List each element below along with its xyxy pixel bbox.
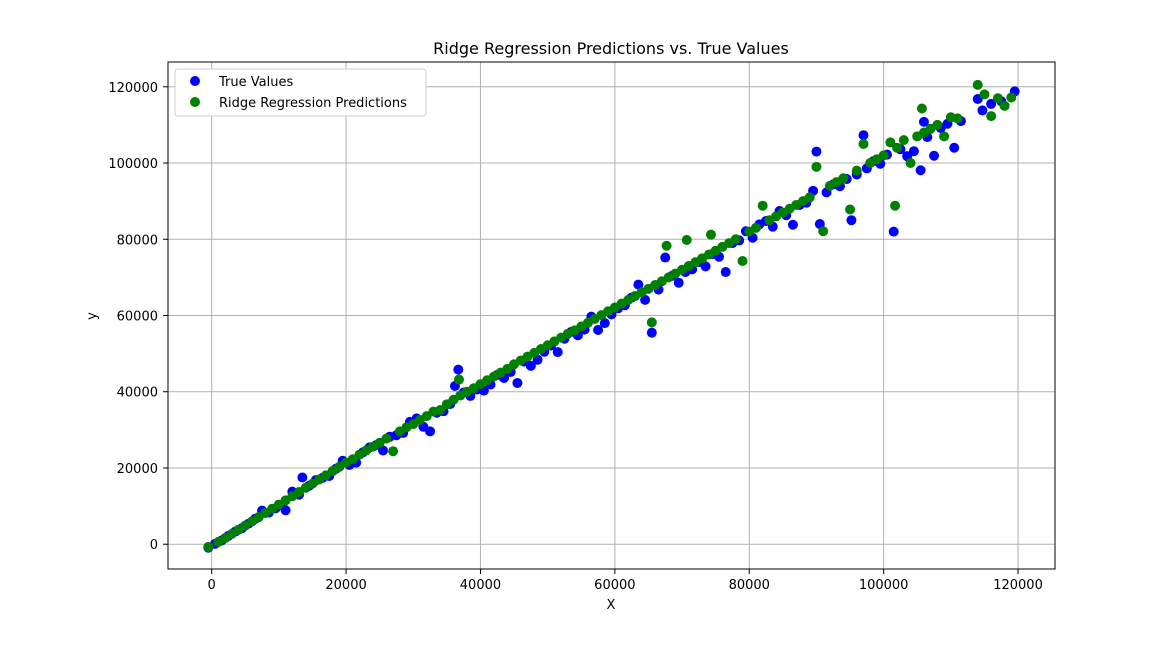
data-point [939,131,950,142]
x-tick-label: 0 [208,578,216,593]
data-point [908,146,919,157]
data-point [949,142,960,153]
data-point [661,240,672,251]
y-tick-label: 60000 [117,310,158,325]
data-point [986,98,997,109]
data-point [851,165,862,176]
series-1 [203,79,1017,552]
data-point [811,146,822,157]
data-point [720,267,731,278]
x-tick-label: 120000 [993,578,1043,593]
legend-marker-true-values [190,76,200,86]
data-point [660,252,671,263]
data-point [929,150,940,161]
data-point [878,150,889,161]
data-point [425,426,436,437]
y-tick-label: 120000 [108,81,158,96]
data-point [992,93,1003,104]
data-point [972,79,983,90]
data-point [593,324,604,335]
data-point [892,142,903,153]
x-axis-label: X [607,598,616,613]
data-point [435,405,446,416]
data-point [700,261,711,272]
data-points [203,79,1020,553]
data-point [757,200,768,211]
data-point [646,317,657,328]
data-point [705,229,716,240]
data-point [858,138,869,149]
data-point [203,541,214,552]
data-point [640,294,651,305]
data-point [916,103,927,114]
data-point [999,100,1010,111]
data-point [977,105,988,116]
data-point [633,279,644,290]
data-point [453,364,464,375]
legend-box [174,68,427,117]
y-tick-label: 80000 [117,233,158,248]
data-point [846,215,857,226]
data-point [838,173,849,184]
data-point [888,226,899,237]
x-tick-label: 80000 [729,578,770,593]
y-tick-label: 20000 [117,462,158,477]
x-tick-label: 60000 [594,578,635,593]
data-point [673,277,684,288]
data-point [932,119,943,130]
data-point [818,226,829,237]
axis-ticks: 0 20000 40000 60000 80000 100000 120000 0 20000 4… [108,81,1043,593]
data-point [512,377,523,388]
data-point [730,234,741,245]
data-point [918,116,929,127]
data-point [381,433,392,444]
x-tick-label: 100000 [859,578,909,593]
data-point [986,111,997,122]
data-point [750,222,761,233]
legend-marker-ridge-predictions [190,97,200,107]
data-point [737,255,748,266]
data-point [811,161,822,172]
data-point [858,130,869,141]
legend-label-ridge-predictions: Ridge Regression Predictions [219,96,407,111]
data-point [915,165,926,176]
data-point [599,318,610,329]
chart-title: Ridge Regression Predictions vs. True Va… [433,39,789,58]
data-point [681,235,692,246]
data-point [787,219,798,230]
data-point [453,374,464,385]
y-tick-label: 0 [150,538,158,553]
y-tick-label: 40000 [117,386,158,401]
data-point [905,158,916,169]
data-point [804,192,815,203]
data-point [388,446,399,457]
y-axis-label: y [85,312,100,320]
y-tick-label: 100000 [108,157,158,172]
data-point [890,200,901,211]
data-point [1006,92,1017,103]
data-point [378,445,389,456]
x-tick-label: 20000 [325,578,366,593]
legend-label-true-values: True Values [218,75,293,90]
legend: True Values Ridge Regression Predictions [174,68,427,117]
data-point [898,135,909,146]
x-tick-label: 40000 [460,578,501,593]
data-point [525,360,536,371]
data-point [552,347,563,358]
data-point [646,327,657,338]
data-point [885,137,896,148]
data-point [845,204,856,215]
data-point [979,89,990,100]
data-point [297,472,308,483]
data-point [952,113,963,124]
data-point [280,505,291,516]
